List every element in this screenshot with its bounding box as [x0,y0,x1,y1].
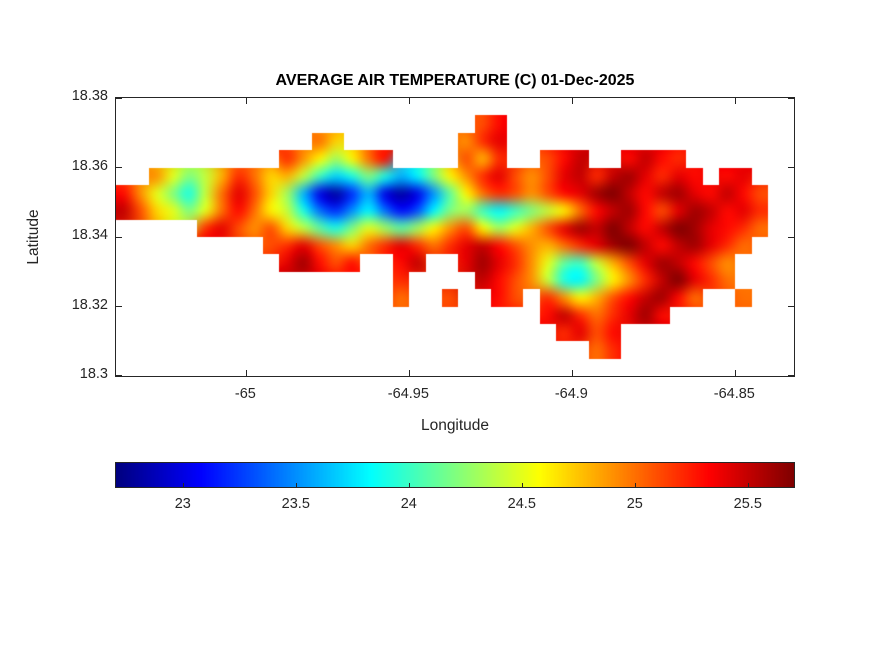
x-tick-mark [245,370,247,376]
y-tick-mark [788,374,794,376]
x-tick-mark [245,98,247,104]
y-tick-label: 18.3 [79,366,108,382]
x-tick-mark [571,98,573,104]
colorbar-tick-label: 23.5 [281,496,310,512]
x-tick-label: -64.95 [387,386,429,402]
x-tick-label: -64.9 [554,386,588,402]
y-tick-mark [116,167,122,168]
colorbar-tick-label: 25 [626,496,643,512]
colorbar-tick-mark [748,483,750,487]
x-tick-mark [571,370,573,376]
y-tick-mark [116,374,122,376]
colorbar [115,462,795,488]
colorbar-tick-mark [409,483,411,487]
heatmap-canvas [116,98,794,376]
x-tick-mark [734,98,736,104]
x-tick-mark [734,370,736,376]
colorbar-tick-label: 24 [400,496,417,512]
y-tick-label: 18.32 [71,296,108,313]
plot-area [115,97,795,377]
y-tick-label: 18.36 [71,157,108,174]
x-tick-mark [408,98,410,104]
y-tick-label: 18.38 [71,88,108,104]
y-tick-mark [788,306,794,307]
y-tick-mark [116,97,122,99]
colorbar-tick-mark [635,483,637,487]
x-tick-label: -64.85 [713,386,755,402]
y-tick-mark [788,97,794,99]
colorbar-canvas [116,463,794,487]
y-tick-mark [788,236,794,238]
x-tick-mark [408,370,410,376]
chart-title: AVERAGE AIR TEMPERATURE (C) 01-Dec-2025 [275,72,635,89]
colorbar-tick-label: 24.5 [507,496,536,512]
colorbar-tick-label: 25.5 [733,496,762,512]
x-tick-label: -65 [234,386,256,402]
colorbar-tick-mark [522,483,524,487]
colorbar-tick-mark [296,483,298,487]
y-tick-mark [116,306,122,307]
y-tick-label: 18.34 [71,227,108,243]
x-axis-label: Longitude [420,417,490,434]
y-tick-mark [788,167,794,168]
colorbar-tick-label: 23 [174,496,191,512]
y-tick-mark [116,236,122,238]
colorbar-tick-mark [183,483,185,487]
